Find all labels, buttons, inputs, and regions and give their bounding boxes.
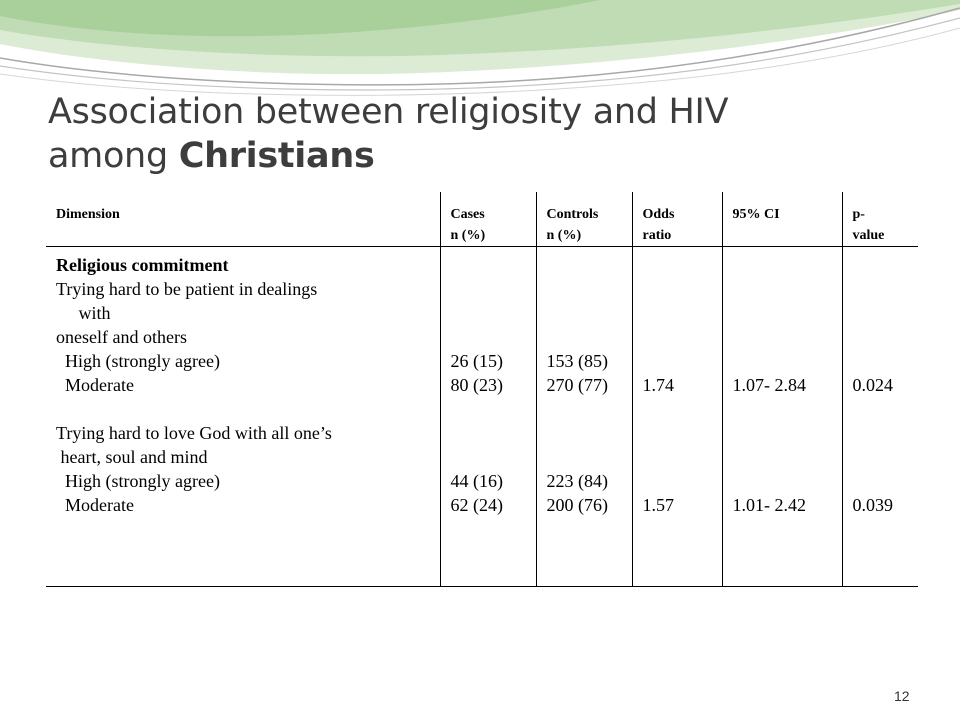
table-row: Religious commitment Trying hard to be p… (46, 246, 918, 587)
dimension-cell: Religious commitment Trying hard to be p… (46, 247, 440, 587)
table-header-row: Dimension Cases n (%) Controls n (%) Odds r… (46, 192, 918, 247)
dimension-line: oneself and others (56, 327, 187, 347)
page-number: 12 (894, 688, 910, 704)
header-95-ci: 95% CI (721, 192, 842, 247)
dimension-line: Moderate (56, 495, 134, 515)
controls-value: 200 (76) (546, 495, 609, 515)
header-cases: Cases n (%) (439, 192, 536, 247)
controls-cell: 153 (85) 270 (77) 223 (84) 200 (76) (535, 246, 632, 587)
wave-line-3 (0, 27, 960, 96)
controls-value: 153 (85) (546, 351, 609, 371)
p-value: 0.024 (852, 375, 894, 395)
dimension-line: High (strongly agree) (56, 471, 220, 491)
cases-cell: 26 (15) 80 (23) 44 (16) 62 (24) (439, 246, 536, 587)
dimension-line: heart, soul and mind (56, 447, 208, 467)
header-controls: Controls n (%) (535, 192, 632, 247)
cases-value: 80 (23) (450, 375, 504, 395)
wave-line-2 (0, 17, 960, 91)
dimension-line: with (56, 303, 111, 323)
cases-value: 26 (15) (450, 351, 504, 371)
dimension-line: High (strongly agree) (56, 351, 220, 371)
dimension-line: Trying hard to love God with all one’s (56, 423, 332, 443)
controls-value: 223 (84) (546, 471, 609, 491)
odds-ratio-value: 1.57 (642, 495, 675, 515)
header-p-value: p-value (841, 192, 918, 247)
header-odds-ratio: Odds ratio (631, 192, 722, 247)
ci-value: 1.01- 2.42 (732, 495, 807, 515)
ci-value: 1.07- 2.84 (732, 375, 807, 395)
odds-ratio-value: 1.74 (642, 375, 675, 395)
religiosity-table: Dimension Cases n (%) Controls n (%) Odds r… (46, 192, 918, 587)
title-line-2-prefix: among (48, 136, 179, 176)
dimension-line: Trying hard to be patient in dealings (56, 279, 318, 299)
title-line-2-bold: Christians (178, 136, 375, 176)
slide-title: Association between religiosity and HIV a… (48, 90, 928, 178)
header-wave-decoration (0, 0, 960, 96)
odds-ratio-cell: 1.74 1.57 (631, 246, 722, 587)
wave-line-1 (0, 7, 960, 86)
header-dimension: Dimension (46, 192, 440, 247)
p-value-cell: 0.024 0.039 (841, 246, 918, 587)
controls-value: 270 (77) (546, 375, 609, 395)
title-line-1: Association between religiosity and HIV (48, 92, 729, 132)
wave-band-dark (0, 0, 600, 37)
p-value: 0.039 (852, 495, 894, 515)
section-heading: Religious commitment (56, 255, 229, 275)
cases-value: 62 (24) (450, 495, 504, 515)
dimension-line: Moderate (56, 375, 134, 395)
cases-value: 44 (16) (450, 471, 504, 491)
ci-cell: 1.07- 2.84 1.01- 2.42 (721, 246, 842, 587)
